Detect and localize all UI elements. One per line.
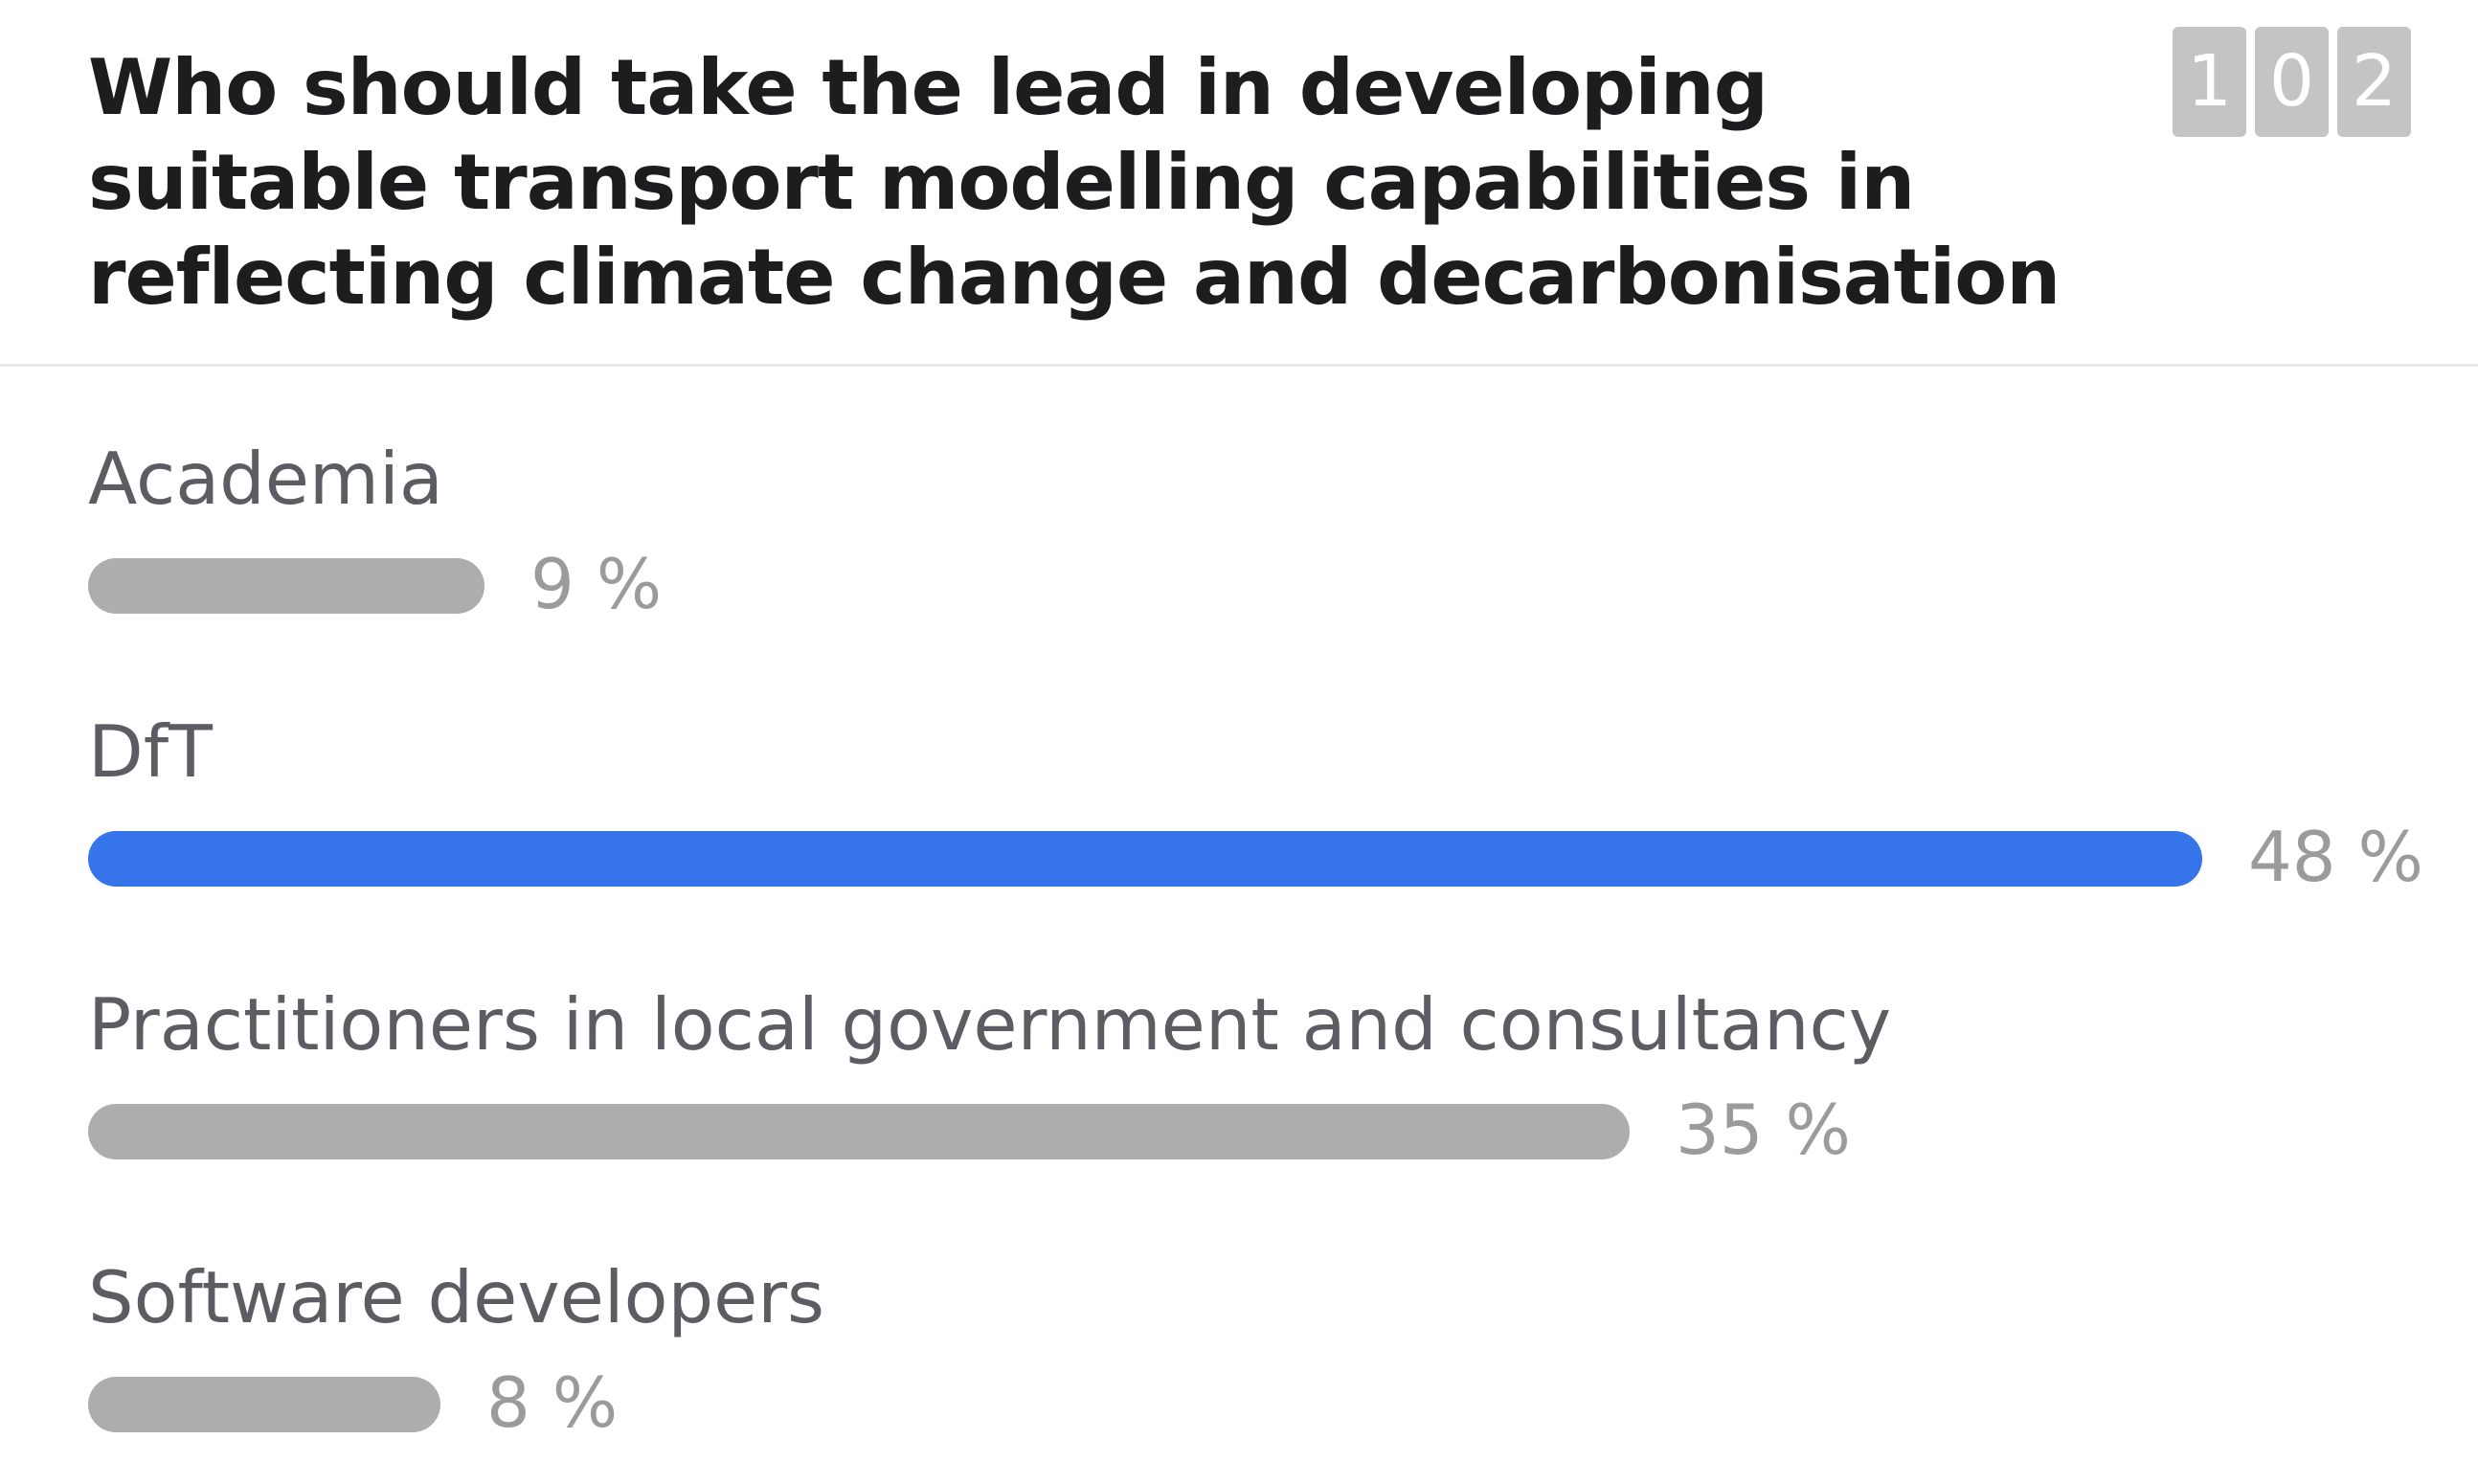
- poll-option: DfT 48 %: [88, 708, 2424, 938]
- poll-option: Practitioners in local government and co…: [88, 981, 2424, 1211]
- poll-option-bar-track: [88, 831, 2202, 887]
- response-counter-digit: 0: [2255, 27, 2329, 137]
- poll-header: Who should take the lead in developing s…: [0, 0, 2478, 367]
- poll-option-bar-track: [88, 558, 2202, 614]
- poll-option-percentage: 35 %: [1676, 1090, 1851, 1170]
- poll-option-bar: [88, 1104, 1630, 1159]
- poll-option-bar: [88, 831, 2202, 887]
- poll-option-bar-track: [88, 1377, 2202, 1432]
- poll-option-label: Software developers: [88, 1255, 825, 1339]
- poll-option-bar: [88, 558, 484, 614]
- response-counter-digit: 1: [2173, 27, 2246, 137]
- poll-title: Who should take the lead in developing s…: [88, 43, 2061, 322]
- poll-option-percentage: 48 %: [2248, 817, 2423, 897]
- poll-option: Software developers 8 %: [88, 1254, 2424, 1484]
- response-counter-digit: 2: [2337, 27, 2411, 137]
- poll-option-percentage: 9 %: [530, 544, 663, 624]
- poll-option-percentage: 8 %: [486, 1362, 619, 1443]
- poll-option: Academia 9 %: [88, 436, 2424, 665]
- response-counter: 1 0 2: [2173, 27, 2411, 137]
- poll-option-bar-track: [88, 1104, 2202, 1159]
- poll-option-label: DfT: [88, 709, 213, 794]
- poll-option-bar: [88, 1377, 440, 1432]
- poll-option-label: Practitioners in local government and co…: [88, 982, 1892, 1067]
- poll-option-label: Academia: [88, 437, 443, 521]
